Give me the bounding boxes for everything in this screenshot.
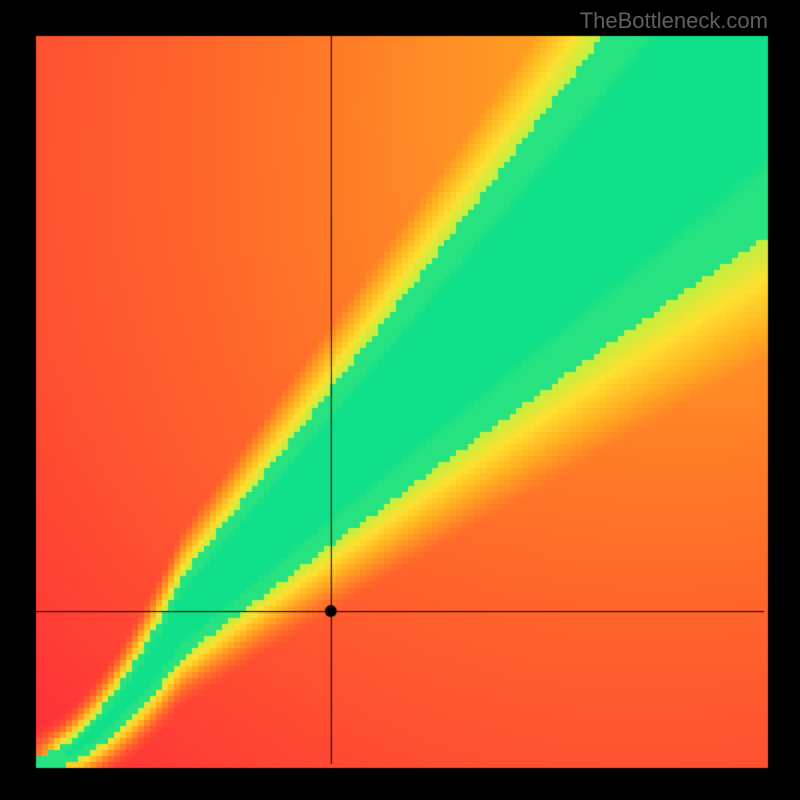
bottleneck-heatmap: TheBottleneck.com [0,0,800,800]
heatmap-canvas [0,0,800,800]
watermark-text: TheBottleneck.com [580,8,768,34]
